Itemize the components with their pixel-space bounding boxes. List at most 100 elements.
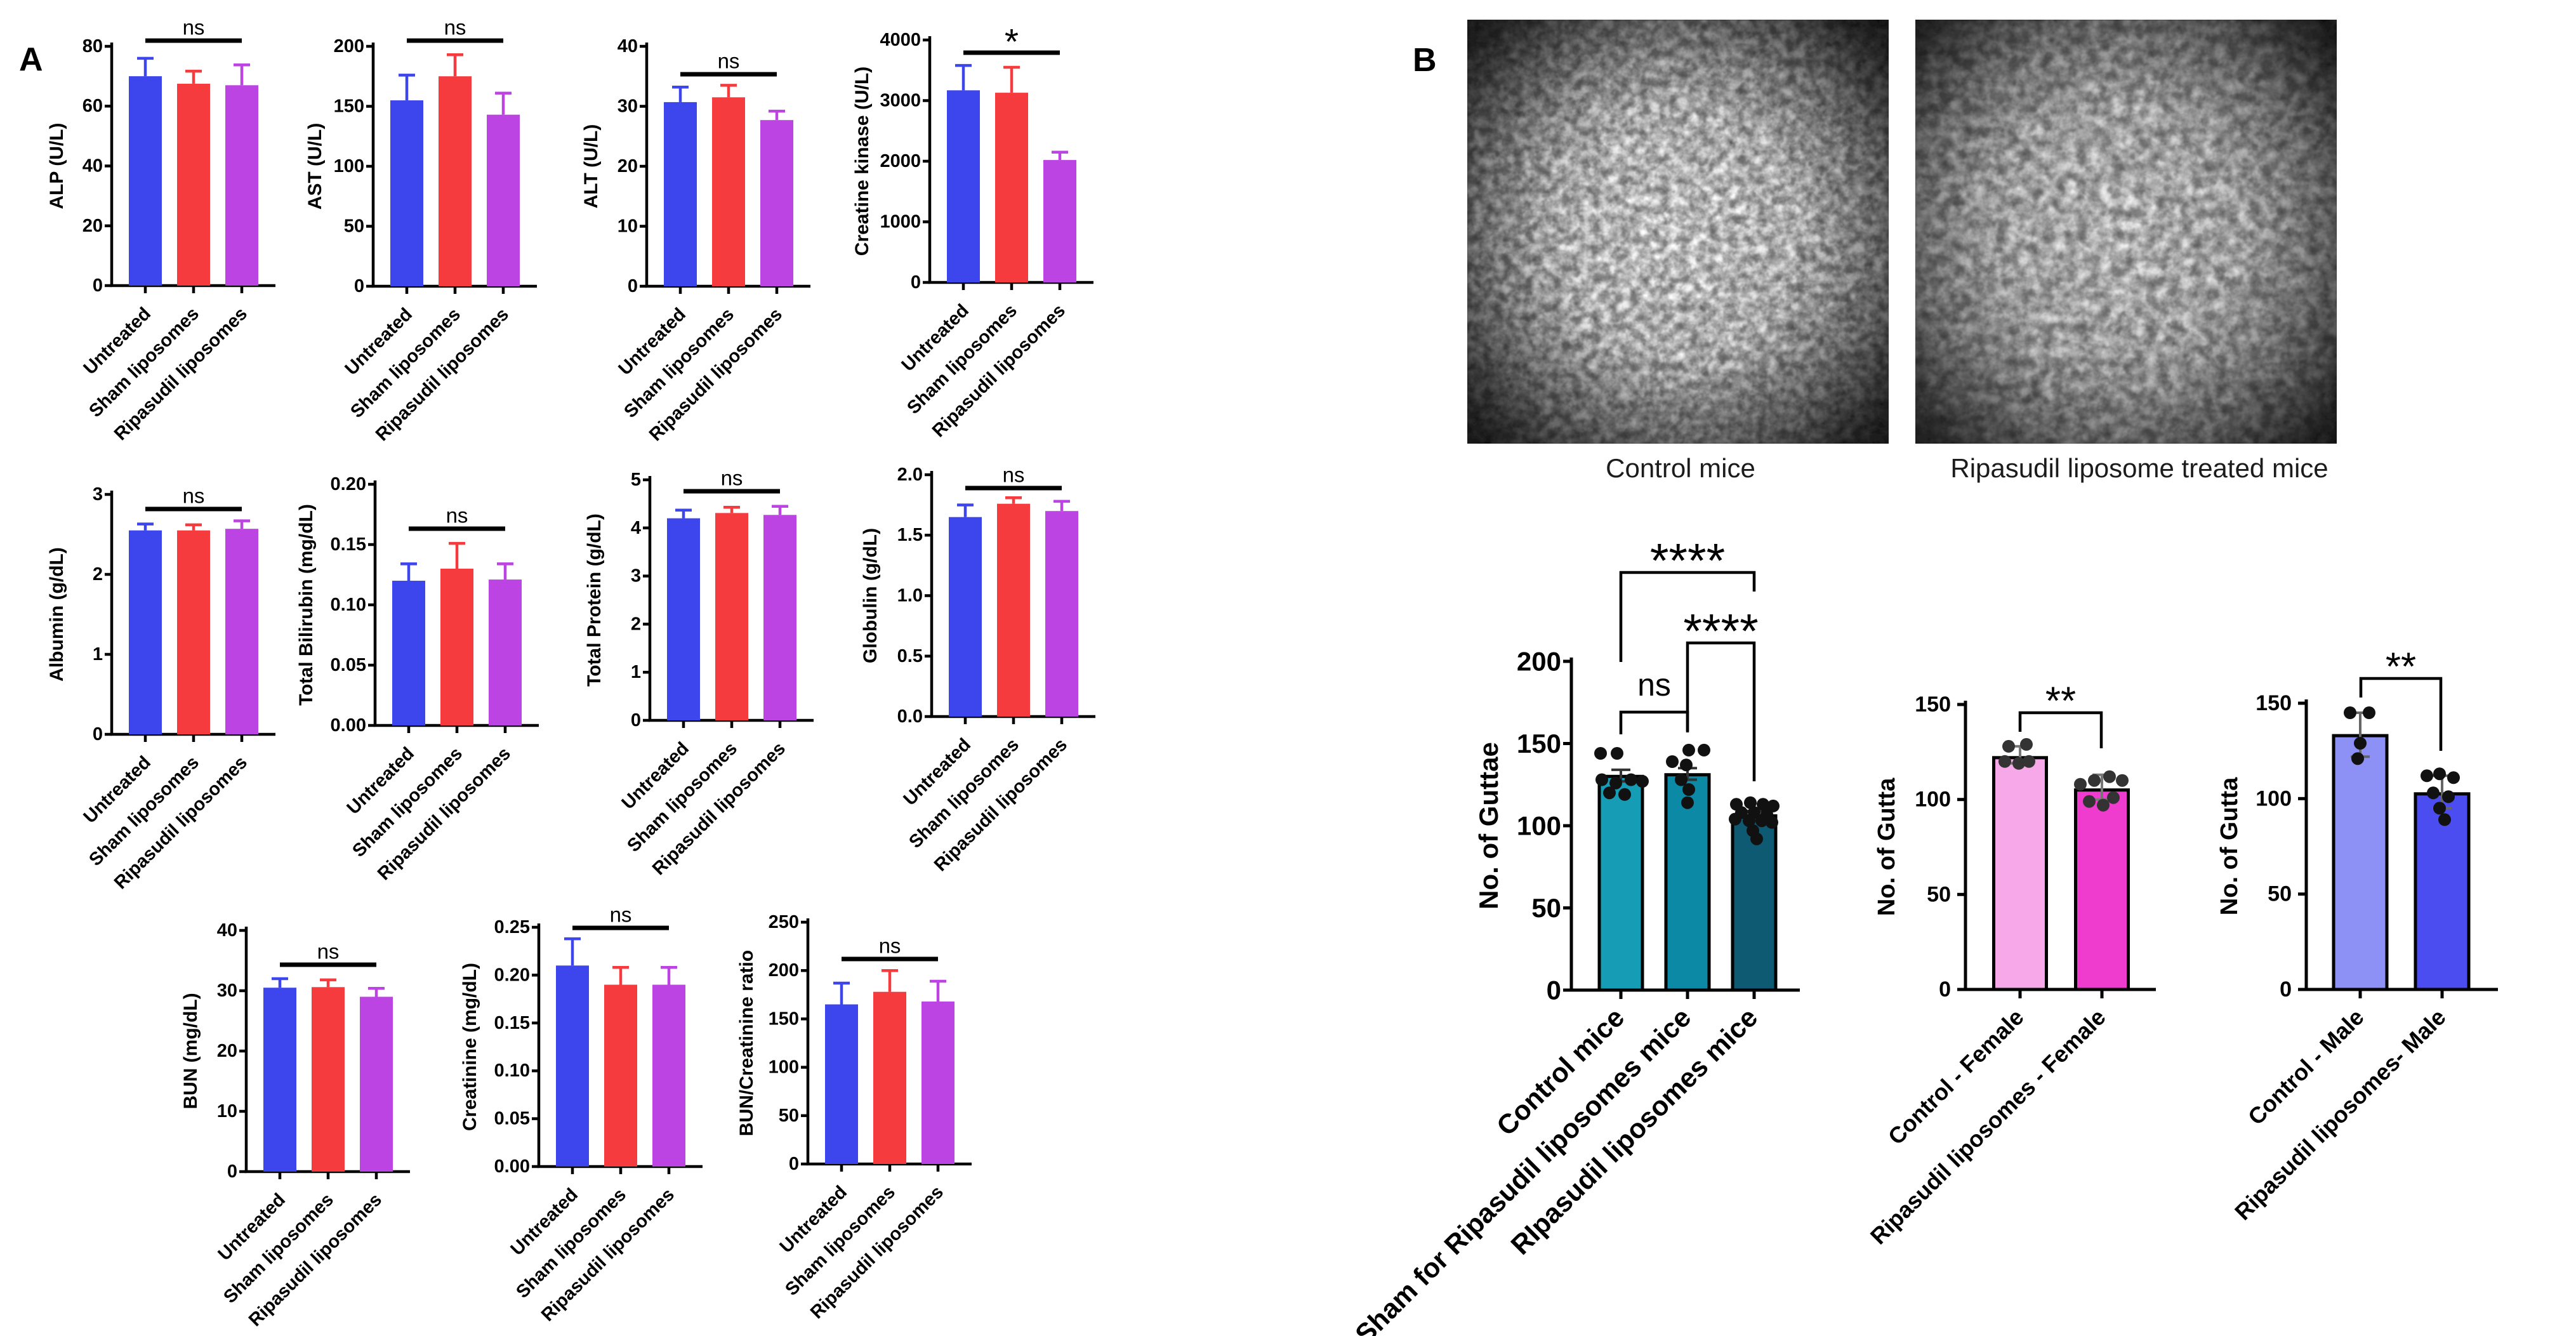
svg-text:100: 100 bbox=[1915, 788, 1951, 812]
svg-text:BUN (mg/dL): BUN (mg/dL) bbox=[180, 993, 201, 1109]
svg-text:60: 60 bbox=[83, 96, 103, 116]
svg-text:0: 0 bbox=[93, 724, 103, 744]
svg-text:2: 2 bbox=[631, 614, 641, 634]
svg-text:50: 50 bbox=[1531, 893, 1561, 923]
svg-text:ns: ns bbox=[444, 16, 466, 39]
svg-text:150: 150 bbox=[769, 1009, 799, 1029]
svg-text:0: 0 bbox=[789, 1154, 799, 1174]
svg-text:5: 5 bbox=[631, 470, 641, 490]
svg-text:No. of Gutta: No. of Gutta bbox=[1873, 777, 1900, 916]
svg-text:50: 50 bbox=[779, 1106, 799, 1126]
svg-text:20: 20 bbox=[618, 156, 638, 176]
svg-text:0: 0 bbox=[2280, 977, 2292, 1002]
svg-text:1.5: 1.5 bbox=[897, 525, 923, 545]
svg-text:30: 30 bbox=[618, 96, 638, 117]
svg-text:0.0: 0.0 bbox=[897, 706, 923, 727]
svg-text:3: 3 bbox=[93, 484, 103, 505]
svg-text:3: 3 bbox=[631, 566, 641, 586]
svg-text:**: ** bbox=[2045, 680, 2076, 724]
svg-text:Ripasudil liposome treated mic: Ripasudil liposome treated mice bbox=[1950, 453, 2328, 483]
svg-text:150: 150 bbox=[1915, 692, 1951, 717]
svg-text:Globulin (g/dL): Globulin (g/dL) bbox=[860, 528, 881, 663]
svg-text:20: 20 bbox=[83, 216, 103, 236]
svg-text:200: 200 bbox=[334, 36, 364, 56]
svg-text:100: 100 bbox=[334, 156, 364, 176]
svg-text:ns: ns bbox=[718, 50, 740, 73]
svg-text:No. of Gutta: No. of Gutta bbox=[2216, 777, 2243, 915]
svg-text:B: B bbox=[1413, 42, 1437, 79]
svg-text:Total Bilirubin (mg/dL): Total Bilirubin (mg/dL) bbox=[296, 504, 317, 706]
svg-text:3000: 3000 bbox=[880, 91, 921, 111]
svg-text:Total Protein (g/dL): Total Protein (g/dL) bbox=[584, 513, 605, 687]
svg-text:150: 150 bbox=[2256, 691, 2292, 715]
svg-text:0.20: 0.20 bbox=[494, 965, 530, 985]
svg-text:100: 100 bbox=[769, 1057, 799, 1078]
svg-text:ns: ns bbox=[610, 903, 632, 927]
svg-text:0: 0 bbox=[354, 276, 364, 296]
svg-text:50: 50 bbox=[1927, 882, 1951, 906]
svg-text:20: 20 bbox=[217, 1041, 237, 1061]
svg-text:ALP (U/L): ALP (U/L) bbox=[46, 122, 67, 209]
svg-text:4: 4 bbox=[631, 518, 641, 538]
svg-text:BUN/Creatinine ratio: BUN/Creatinine ratio bbox=[736, 950, 757, 1136]
svg-text:150: 150 bbox=[1517, 729, 1561, 758]
svg-text:0: 0 bbox=[628, 276, 638, 296]
svg-text:ALT (U/L): ALT (U/L) bbox=[581, 124, 602, 209]
svg-text:0: 0 bbox=[631, 710, 641, 731]
svg-text:ns: ns bbox=[1003, 463, 1025, 487]
svg-text:40: 40 bbox=[618, 36, 638, 56]
svg-text:1: 1 bbox=[93, 644, 103, 665]
svg-text:250: 250 bbox=[769, 912, 799, 932]
svg-text:100: 100 bbox=[2256, 786, 2292, 810]
svg-text:50: 50 bbox=[2268, 882, 2292, 906]
svg-text:ns: ns bbox=[183, 484, 205, 508]
svg-text:0.00: 0.00 bbox=[331, 715, 366, 736]
svg-text:1: 1 bbox=[631, 662, 641, 682]
svg-text:0: 0 bbox=[227, 1161, 237, 1182]
svg-text:0.5: 0.5 bbox=[897, 646, 923, 666]
svg-text:A: A bbox=[19, 41, 43, 78]
svg-text:40: 40 bbox=[217, 920, 237, 941]
svg-text:10: 10 bbox=[217, 1101, 237, 1121]
svg-text:4000: 4000 bbox=[880, 30, 921, 50]
svg-text:Albumin (g/dL): Albumin (g/dL) bbox=[46, 547, 67, 682]
svg-text:200: 200 bbox=[769, 960, 799, 981]
svg-text:Control mice: Control mice bbox=[1606, 453, 1755, 483]
svg-text:2.0: 2.0 bbox=[897, 465, 923, 485]
svg-text:0.20: 0.20 bbox=[331, 474, 366, 494]
svg-text:0: 0 bbox=[911, 272, 921, 293]
svg-text:30: 30 bbox=[217, 981, 237, 1001]
svg-text:ns: ns bbox=[721, 466, 743, 490]
svg-text:ns: ns bbox=[879, 934, 901, 958]
svg-text:0.15: 0.15 bbox=[494, 1013, 530, 1033]
svg-text:0.10: 0.10 bbox=[331, 595, 366, 615]
svg-text:200: 200 bbox=[1517, 647, 1561, 677]
svg-text:0: 0 bbox=[93, 275, 103, 296]
svg-text:Creatinine (mg/dL): Creatinine (mg/dL) bbox=[459, 963, 480, 1131]
svg-text:10: 10 bbox=[618, 216, 638, 237]
svg-text:**: ** bbox=[2386, 645, 2416, 689]
svg-text:150: 150 bbox=[334, 96, 364, 117]
svg-text:ns: ns bbox=[1637, 667, 1671, 703]
svg-text:0.15: 0.15 bbox=[331, 534, 366, 555]
svg-text:1.0: 1.0 bbox=[897, 586, 923, 606]
svg-text:100: 100 bbox=[1517, 811, 1561, 841]
svg-text:0: 0 bbox=[1547, 976, 1561, 1005]
svg-text:****: **** bbox=[1683, 605, 1758, 659]
svg-text:No. of Guttae: No. of Guttae bbox=[1474, 742, 1503, 909]
svg-text:ns: ns bbox=[317, 940, 340, 963]
svg-text:0.05: 0.05 bbox=[331, 655, 366, 675]
svg-text:1000: 1000 bbox=[880, 212, 921, 232]
svg-text:AST (U/L): AST (U/L) bbox=[305, 123, 326, 210]
svg-text:0.25: 0.25 bbox=[494, 917, 530, 937]
svg-text:2000: 2000 bbox=[880, 151, 921, 171]
svg-text:0: 0 bbox=[1939, 977, 1951, 1002]
svg-text:50: 50 bbox=[344, 216, 364, 237]
svg-text:2: 2 bbox=[93, 564, 103, 585]
svg-text:****: **** bbox=[1650, 534, 1725, 588]
svg-text:Creatine kinase (U/L): Creatine kinase (U/L) bbox=[852, 67, 873, 256]
svg-text:40: 40 bbox=[83, 156, 103, 176]
svg-text:0.00: 0.00 bbox=[494, 1156, 530, 1177]
svg-text:0.10: 0.10 bbox=[494, 1061, 530, 1081]
svg-text:ns: ns bbox=[183, 16, 205, 39]
